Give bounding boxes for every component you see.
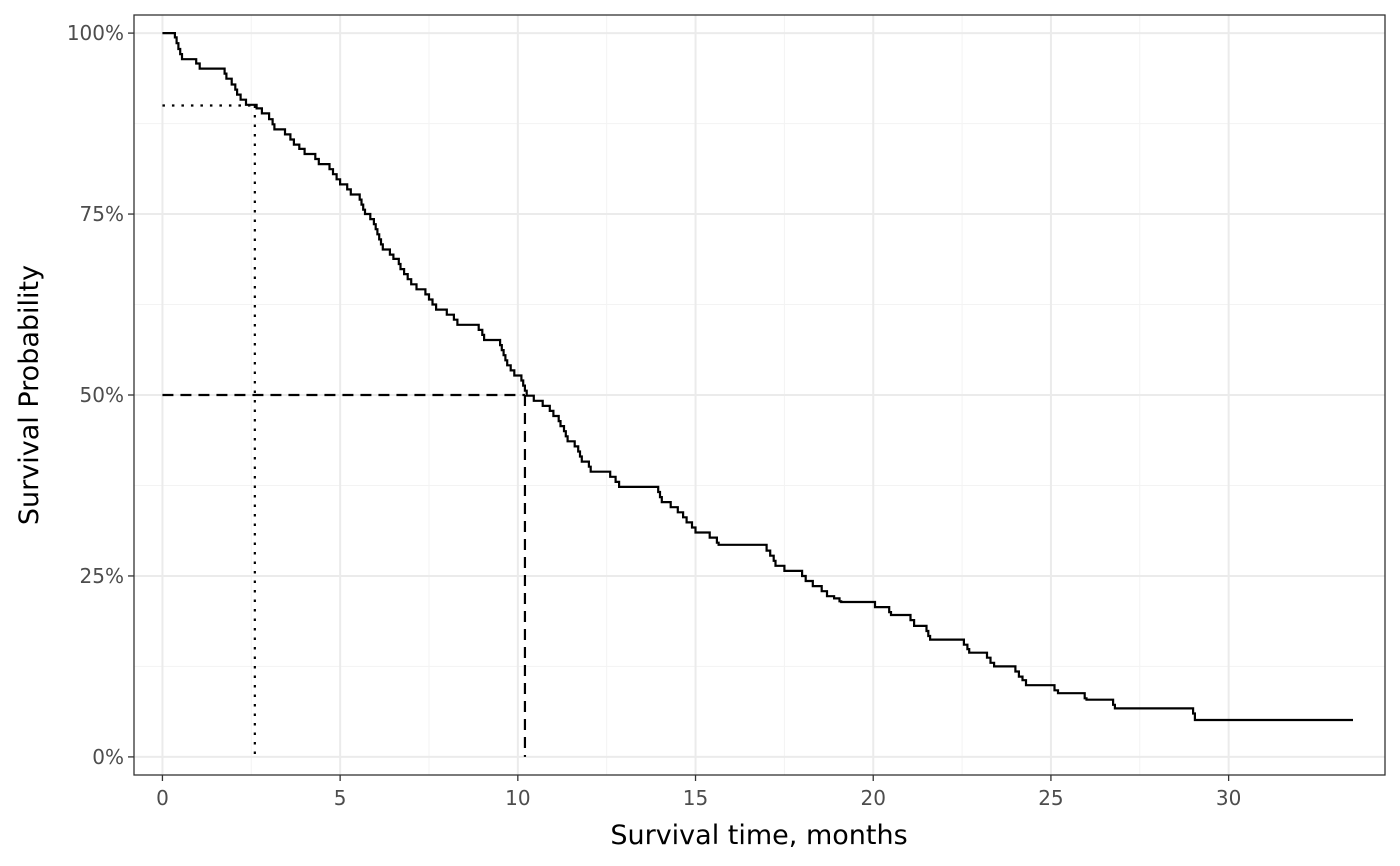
x-axis-title: Survival time, months [610, 820, 907, 851]
y-tick-label: 75% [80, 202, 124, 226]
x-tick-label: 0 [156, 786, 169, 810]
x-tick-label: 10 [505, 786, 530, 810]
y-axis-ticks: 0% 25% 50% 75% 100% [67, 21, 134, 769]
x-tick-label: 20 [861, 786, 886, 810]
y-tick-label: 0% [92, 745, 124, 769]
y-axis-title: Survival Probability [14, 265, 45, 525]
x-tick-label: 25 [1038, 786, 1063, 810]
survival-curve [162, 32, 1353, 722]
x-tick-label: 5 [334, 786, 347, 810]
reference-lines [162, 104, 527, 757]
x-tick-label: 15 [683, 786, 708, 810]
y-tick-label: 25% [80, 564, 124, 588]
x-axis-ticks: 0 5 10 15 20 25 30 [156, 775, 1241, 810]
x-tick-label: 30 [1216, 786, 1241, 810]
major-grid [134, 15, 1385, 775]
y-tick-label: 50% [80, 383, 124, 407]
y-tick-label: 100% [67, 21, 124, 45]
